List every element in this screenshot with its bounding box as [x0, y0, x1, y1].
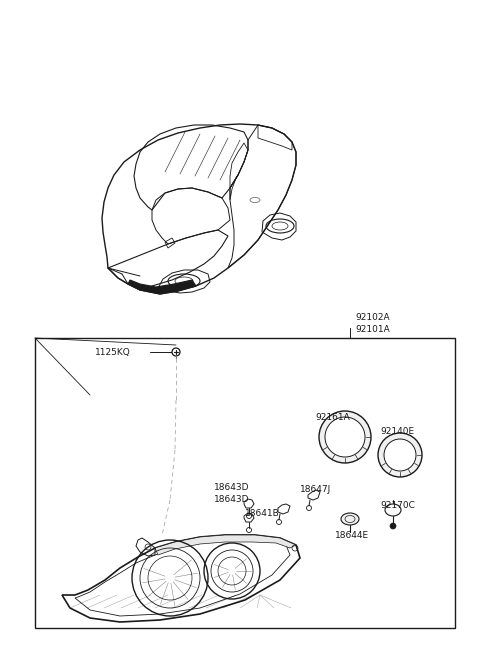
- Text: 18644E: 18644E: [335, 531, 369, 539]
- Circle shape: [319, 411, 371, 463]
- Circle shape: [390, 523, 396, 529]
- Circle shape: [384, 439, 416, 471]
- Text: 92140E: 92140E: [380, 428, 414, 436]
- Text: 92102A: 92102A: [355, 314, 390, 323]
- Text: 92161A: 92161A: [315, 413, 350, 422]
- Circle shape: [172, 348, 180, 356]
- Ellipse shape: [385, 504, 401, 516]
- Ellipse shape: [341, 513, 359, 525]
- Text: 92170C: 92170C: [380, 501, 415, 510]
- Polygon shape: [155, 535, 296, 555]
- Text: 18641B: 18641B: [245, 508, 280, 518]
- Bar: [35, 338, 455, 628]
- Polygon shape: [128, 280, 196, 294]
- Text: 18643D: 18643D: [214, 483, 250, 491]
- Text: 18647J: 18647J: [300, 485, 331, 495]
- Circle shape: [325, 417, 365, 457]
- Text: 92101A: 92101A: [355, 325, 390, 335]
- Text: 1125KQ: 1125KQ: [95, 348, 131, 356]
- Circle shape: [378, 433, 422, 477]
- Text: 18643D: 18643D: [214, 495, 250, 504]
